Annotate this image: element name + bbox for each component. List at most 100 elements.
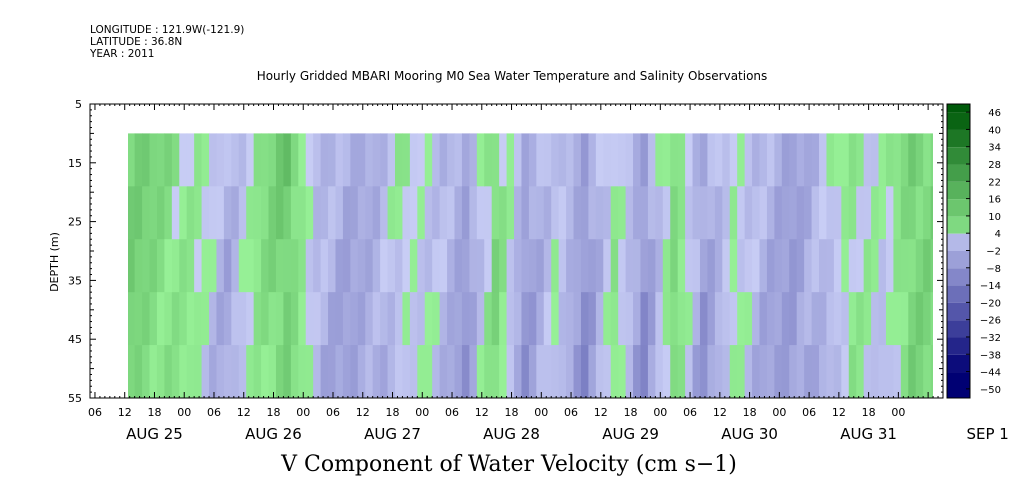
heatmap-cell [677, 133, 686, 187]
heatmap-cell [238, 239, 247, 293]
heatmap-cell [432, 292, 441, 346]
heatmap-cell [461, 239, 470, 293]
heatmap-cell [134, 239, 143, 293]
heatmap-cell [409, 133, 418, 187]
heatmap-cell [566, 133, 575, 187]
colorbar-segment [947, 199, 970, 217]
heatmap-cell [417, 292, 426, 346]
colorbar-label: −26 [980, 316, 1001, 327]
heatmap-cell [819, 186, 828, 240]
heatmap-cell [729, 345, 738, 398]
heatmap-cell [194, 239, 203, 293]
heatmap-cell [893, 292, 902, 346]
heatmap-cell [722, 133, 731, 187]
heatmap-cell [774, 292, 783, 346]
heatmap-cell [409, 345, 418, 398]
heatmap-cell [194, 133, 203, 187]
heatmap-cell [417, 133, 426, 187]
heatmap-cell [699, 186, 709, 240]
heatmap-cell [387, 186, 396, 240]
colorbar-segment [947, 112, 970, 130]
colorbar-segment [947, 147, 970, 165]
heatmap-cell [625, 133, 634, 187]
heatmap-cell [424, 133, 433, 187]
colorbar-label: 28 [988, 160, 1001, 171]
heatmap-cell [573, 292, 582, 346]
heatmap-cell [655, 345, 664, 398]
heatmap-cell [454, 345, 463, 398]
heatmap-cell [878, 239, 887, 293]
heatmap-cell [900, 186, 909, 240]
heatmap-cell [201, 186, 210, 240]
heatmap-cell [469, 186, 478, 240]
heatmap-cell [238, 345, 247, 398]
heatmap-cell [871, 239, 880, 293]
heatmap-cell [722, 239, 731, 293]
heatmap-cell [885, 345, 895, 398]
heatmap-cell [915, 345, 924, 398]
heatmap-cell [357, 292, 366, 346]
heatmap-cell [685, 239, 694, 293]
heatmap-cell [142, 186, 151, 240]
x-tick-label: 12 [237, 406, 251, 419]
heatmap-cell [603, 345, 612, 398]
heatmap-cell [662, 292, 671, 346]
heatmap-cell [305, 239, 314, 293]
heatmap-cell [558, 133, 567, 187]
heatmap-cell [893, 186, 902, 240]
heatmap-cell [528, 292, 537, 346]
heatmap-cell [149, 186, 158, 240]
x-tick-label: 06 [326, 406, 340, 419]
heatmap-cell [328, 186, 337, 240]
heatmap-cell [737, 133, 746, 187]
heatmap-cell [908, 345, 917, 398]
heatmap-cell [216, 186, 225, 240]
heatmap-cell [900, 239, 909, 293]
heatmap-cell [268, 292, 277, 346]
heatmap-cell [759, 239, 768, 293]
heatmap-cell [543, 239, 552, 293]
heatmap-cell [819, 345, 828, 398]
heatmap-cell [253, 345, 262, 398]
heatmap-cell [357, 133, 366, 187]
heatmap-cell [588, 239, 597, 293]
colorbar-label: −44 [980, 368, 1001, 379]
heatmap-cell [692, 345, 701, 398]
x-tick-label: 18 [862, 406, 876, 419]
heatmap-cell [595, 292, 604, 346]
heatmap-cell [357, 186, 366, 240]
heatmap-cell [395, 133, 404, 187]
heatmap-cell [580, 133, 590, 187]
heatmap-cell [461, 292, 470, 346]
heatmap-cell [424, 292, 433, 346]
heatmap-cell [231, 239, 240, 293]
heatmap-cell [714, 133, 723, 187]
heatmap-cell [885, 292, 895, 346]
heatmap-cell [275, 292, 285, 346]
x-tick-label: 12 [118, 406, 132, 419]
heatmap-cell [804, 133, 813, 187]
heatmap-cell [633, 345, 642, 398]
heatmap-cell [387, 292, 396, 346]
heatmap-cell [796, 345, 805, 398]
heatmap-cell [863, 239, 872, 293]
heatmap-cell [655, 133, 664, 187]
heatmap-cell [171, 133, 180, 187]
heatmap-cell [149, 345, 158, 398]
heatmap-cell [231, 186, 240, 240]
heatmap-cell [595, 186, 604, 240]
colorbar-label: 22 [988, 177, 1001, 188]
heatmap-cell [729, 133, 738, 187]
heatmap-cell [662, 345, 671, 398]
heatmap-cell [930, 292, 933, 346]
heatmap-cell [194, 345, 203, 398]
heatmap-cell [640, 292, 649, 346]
heatmap-cell [179, 133, 188, 187]
heatmap-cell [246, 345, 255, 398]
heatmap-cell [744, 133, 753, 187]
colorbar-segment [947, 164, 970, 182]
heatmap-cell [320, 239, 329, 293]
heatmap-cell [350, 345, 359, 398]
heatmap-cell [633, 186, 642, 240]
y-axis: 5 15 25 35 45 55 [68, 98, 943, 405]
